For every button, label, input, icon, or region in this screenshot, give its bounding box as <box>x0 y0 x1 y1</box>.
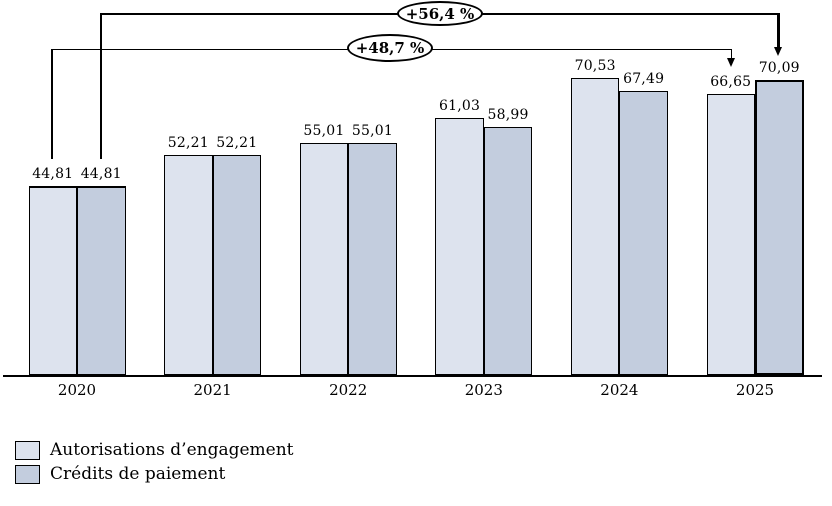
x-axis-tick-label-2024: 2024 <box>600 381 639 399</box>
bar-2020-cp <box>77 186 126 375</box>
bar-2024-ae <box>570 77 620 375</box>
annotation-arrow-48-icon <box>726 57 735 67</box>
bar-2022-cp <box>348 143 397 375</box>
legend-label-autorisations: Autorisations d’engagement <box>50 440 294 460</box>
bar-value-label-2023-cp: 58,99 <box>487 106 529 123</box>
bar-value-label-2022-cp: 55,01 <box>351 123 393 140</box>
bar-value-label-2020-ae: 44,81 <box>32 166 74 183</box>
bar-2023-ae <box>435 117 484 375</box>
annotation-line-56-left <box>99 13 102 159</box>
legend-swatch-credits <box>15 464 40 484</box>
x-axis-tick-label-2023: 2023 <box>464 381 503 399</box>
annotation-line-48-left <box>51 48 53 159</box>
legend: Autorisations d’engagement Crédits de pa… <box>15 440 294 484</box>
x-axis-tick-label-2022: 2022 <box>329 381 368 399</box>
bar-2025-cp <box>755 79 804 375</box>
legend-item-autorisations: Autorisations d’engagement <box>15 440 294 460</box>
bar-2021-ae <box>164 155 213 375</box>
bar-value-label-2024-ae: 70,53 <box>574 57 616 74</box>
bar-value-label-2022-ae: 55,01 <box>303 123 345 140</box>
bar-2022-ae <box>299 143 349 375</box>
annotation-line-56-right <box>777 13 780 48</box>
bar-2021-cp <box>212 155 262 375</box>
annotation-arrow-56-icon <box>774 47 782 56</box>
annotation-oval-growth-ae: +48,7 % <box>347 34 433 62</box>
bar-value-label-2023-ae: 61,03 <box>439 97 481 114</box>
bar-value-label-2025-cp: 70,09 <box>758 59 800 76</box>
bar-2025-ae <box>706 94 755 375</box>
bar-value-label-2024-cp: 67,49 <box>623 70 665 87</box>
legend-label-credits: Crédits de paiement <box>50 464 226 484</box>
x-axis-tick-label-2021: 2021 <box>193 381 232 399</box>
x-axis-tick-label-2025: 2025 <box>735 381 775 399</box>
bar-2024-cp <box>619 90 668 375</box>
x-axis-tick-label-2020: 2020 <box>57 381 97 399</box>
bar-value-label-2021-cp: 52,21 <box>216 135 258 152</box>
annotation-line-48-right <box>730 48 732 59</box>
annotation-oval-growth-cp: +56,4 % <box>397 1 483 26</box>
x-axis-line <box>3 375 822 377</box>
bar-value-label-2021-ae: 52,21 <box>167 135 209 152</box>
bar-2023-cp <box>483 126 533 375</box>
bar-value-label-2020-cp: 44,81 <box>80 166 122 183</box>
legend-swatch-autorisations <box>15 440 40 460</box>
bar-value-label-2025-ae: 66,65 <box>710 74 752 91</box>
legend-item-credits: Crédits de paiement <box>15 464 294 484</box>
bar-2020-ae <box>28 186 77 375</box>
